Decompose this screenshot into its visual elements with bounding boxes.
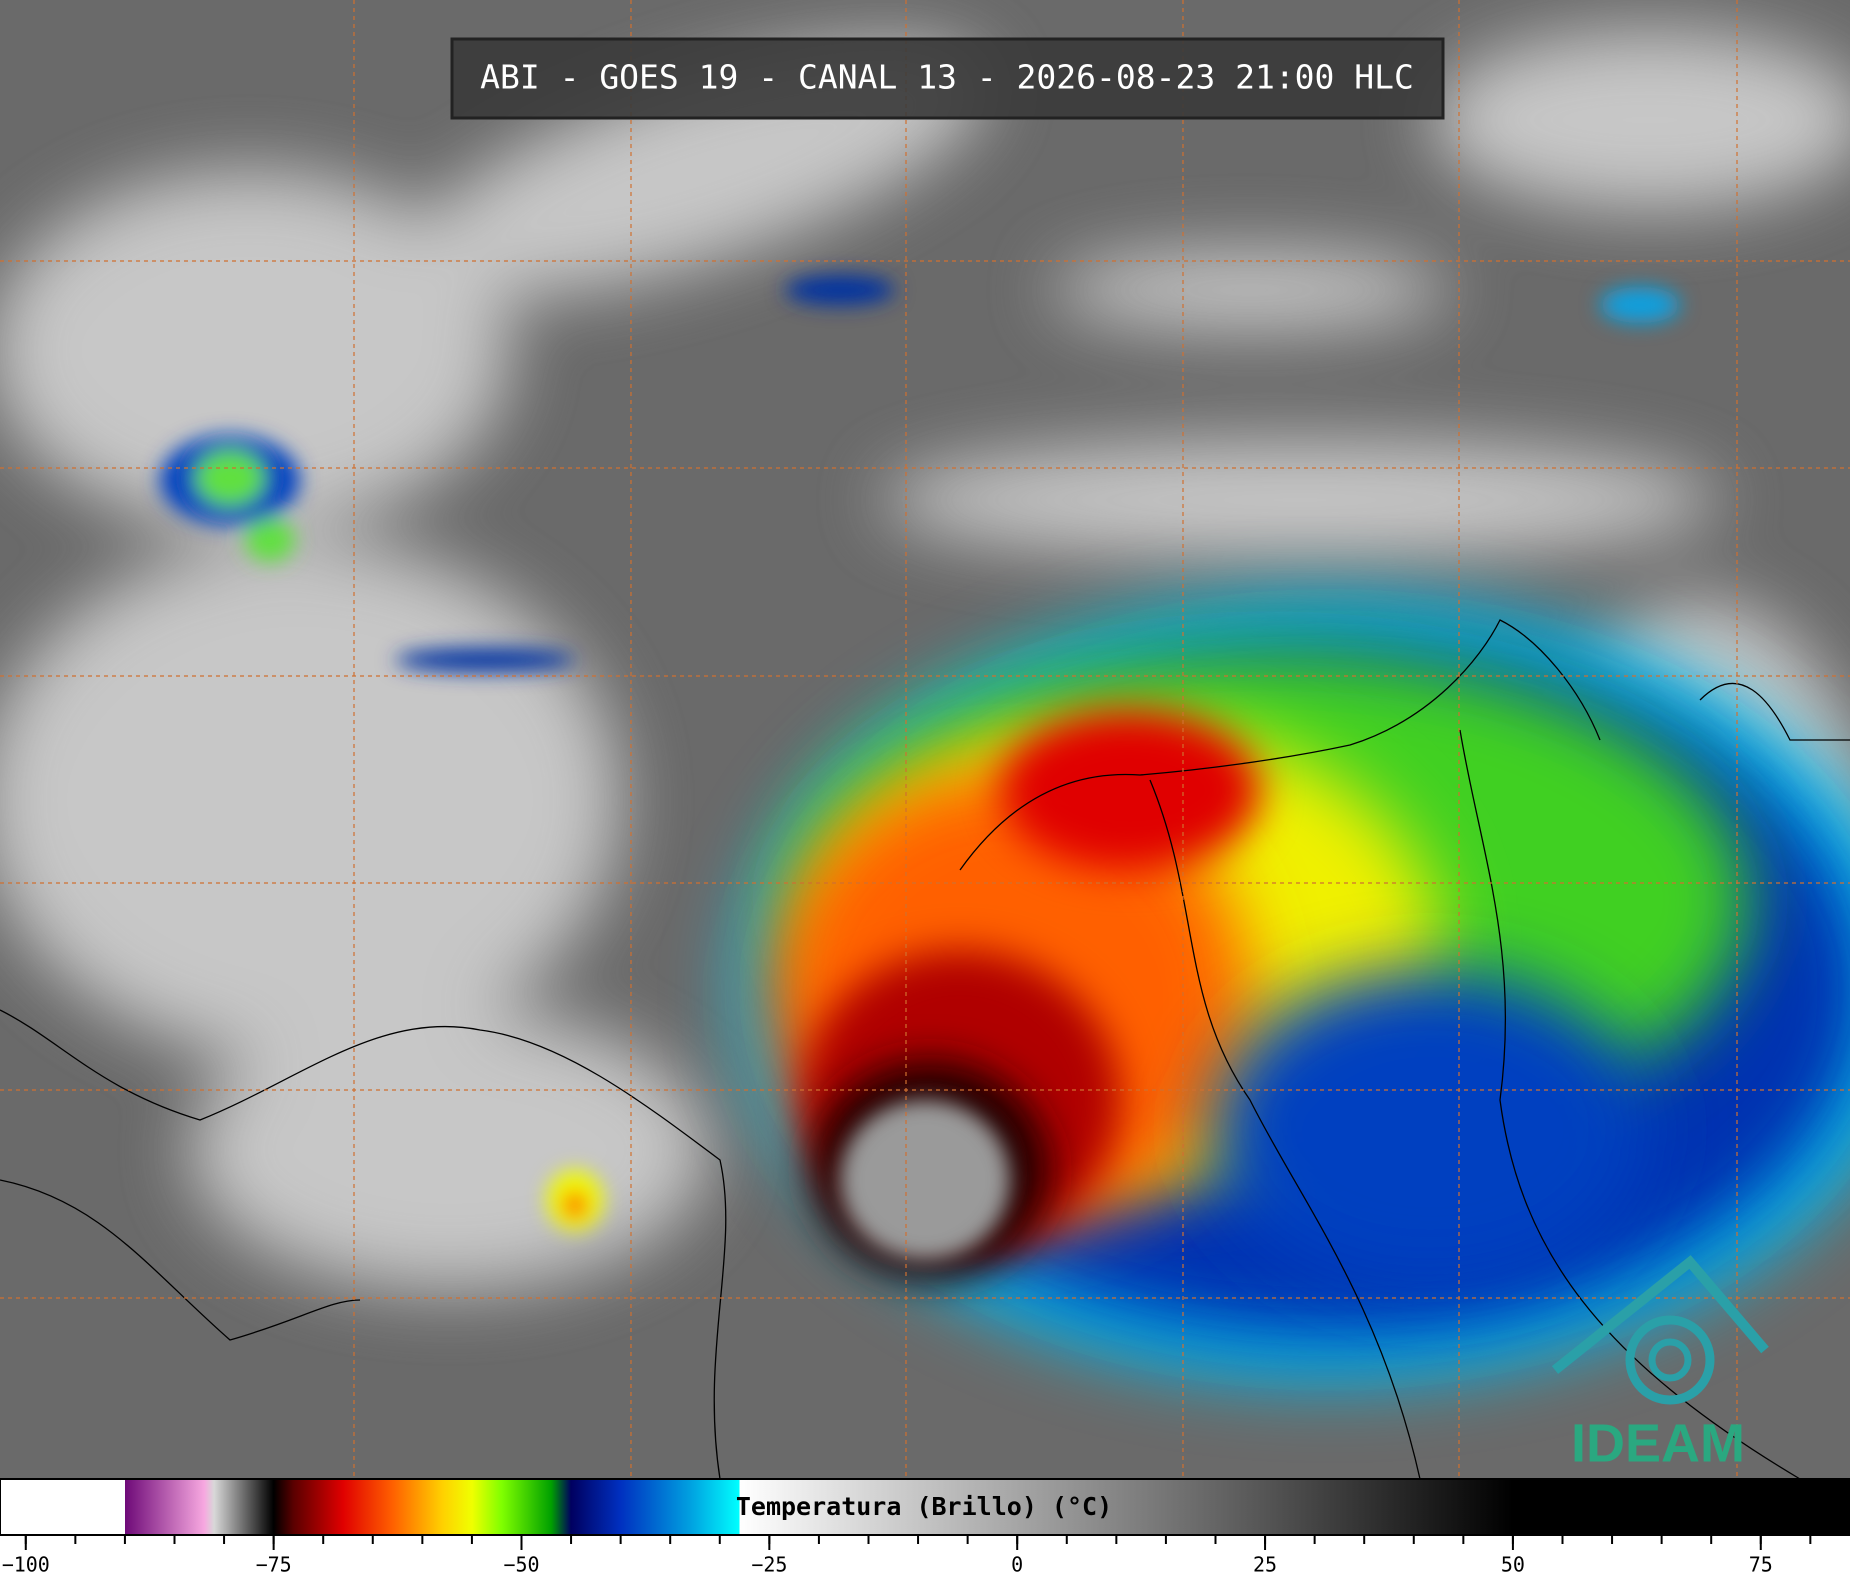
tick-label: 50 xyxy=(1501,1553,1525,1577)
tick-label: −25 xyxy=(751,1553,787,1577)
logo: IDEAM xyxy=(1551,1255,1769,1473)
coastlines xyxy=(0,619,1850,1480)
tick-label: −50 xyxy=(503,1553,539,1577)
graticule xyxy=(0,0,1850,1479)
tick-label: −100 xyxy=(2,1553,50,1577)
tick-label: −75 xyxy=(256,1553,292,1577)
logo-text: IDEAM xyxy=(1571,1413,1745,1473)
title-box xyxy=(450,37,1445,120)
colorbar-ticks: −100 −75 −50 −25 0 25 50 75 xyxy=(2,1535,1812,1577)
colorbar xyxy=(0,1478,1850,1536)
tick-label: 25 xyxy=(1253,1553,1277,1577)
imagery xyxy=(0,0,1850,1480)
colorbar-label: Temperatura (Brillo) (°C) xyxy=(736,1492,1112,1521)
tick-label: 0 xyxy=(1011,1553,1023,1577)
storm xyxy=(740,600,1850,1380)
title: ABI - GOES 19 - CANAL 13 - 2026-08-23 21… xyxy=(480,58,1414,97)
tick-label: 75 xyxy=(1749,1553,1773,1577)
